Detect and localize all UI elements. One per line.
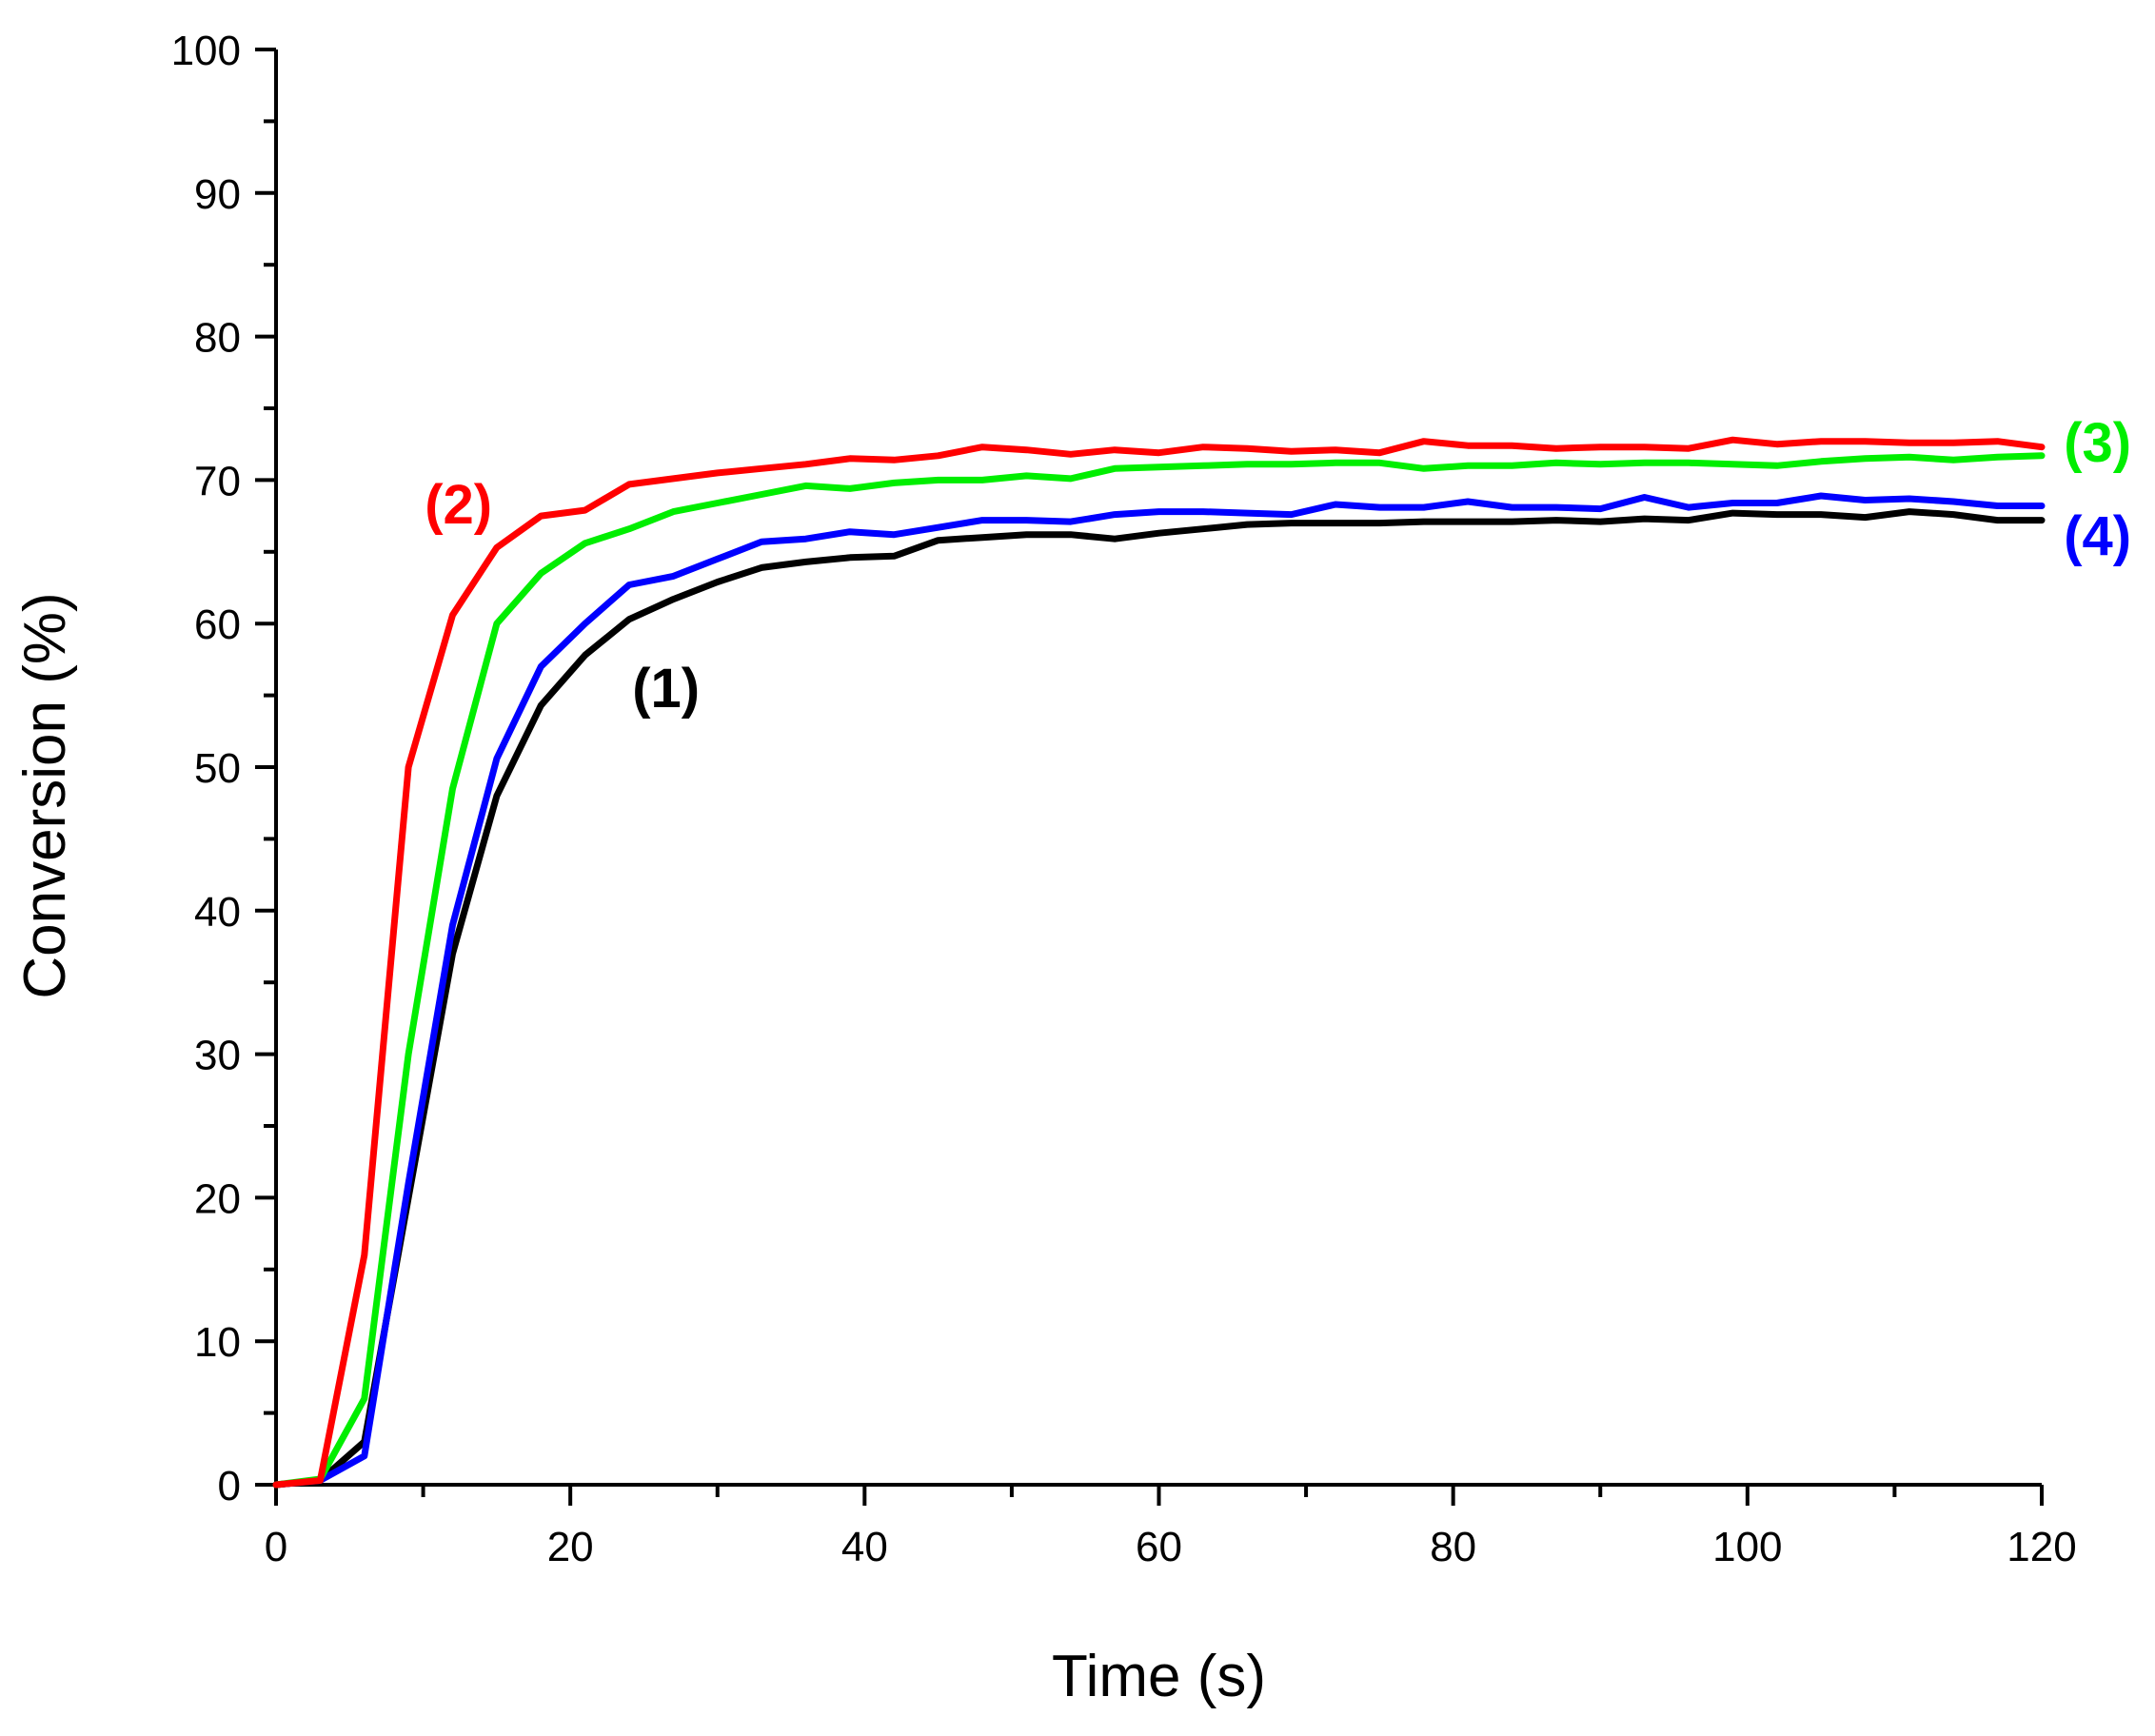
x-tick-label: 40 xyxy=(841,1524,888,1570)
x-tick-label: 60 xyxy=(1136,1524,1182,1570)
series-label-3: (3) xyxy=(2064,412,2131,474)
y-tick-label: 100 xyxy=(171,28,241,74)
series-line-4 xyxy=(272,492,2046,1489)
series-label-1: (1) xyxy=(632,658,700,720)
x-tick-label: 100 xyxy=(1712,1524,1782,1570)
series-line-1 xyxy=(272,508,2046,1489)
y-tick-label: 80 xyxy=(194,315,241,362)
y-tick-label: 0 xyxy=(218,1463,241,1509)
series-labels: (1) (2) (3) (4) xyxy=(425,412,2131,720)
x-tick-label: 120 xyxy=(2007,1524,2076,1570)
series-lines xyxy=(272,436,2046,1489)
y-axis-title: Conversion (%) xyxy=(12,592,78,998)
x-axis-title: Time (s) xyxy=(1052,1644,1266,1709)
series-label-2: (2) xyxy=(425,474,492,536)
y-tick-label: 30 xyxy=(194,1033,241,1079)
y-tick-label: 50 xyxy=(194,745,241,792)
y-tick-label: 40 xyxy=(194,889,241,936)
y-tick-label: 60 xyxy=(194,602,241,648)
x-tick-label: 20 xyxy=(547,1524,594,1570)
y-tick-label: 90 xyxy=(194,171,241,218)
y-tick-label: 20 xyxy=(194,1175,241,1222)
series-label-4: (4) xyxy=(2064,505,2131,567)
axes: 0 20 40 60 80 100 120 0 10 20 30 40 50 60 70 80 90 100 xyxy=(171,28,2077,1570)
y-tick-label: 10 xyxy=(194,1319,241,1366)
x-tick-label: 80 xyxy=(1430,1524,1476,1570)
series-line-2 xyxy=(272,436,2046,1489)
x-tick-label: 0 xyxy=(265,1524,287,1570)
series-line-3 xyxy=(272,452,2046,1489)
y-tick-label: 70 xyxy=(194,458,241,504)
